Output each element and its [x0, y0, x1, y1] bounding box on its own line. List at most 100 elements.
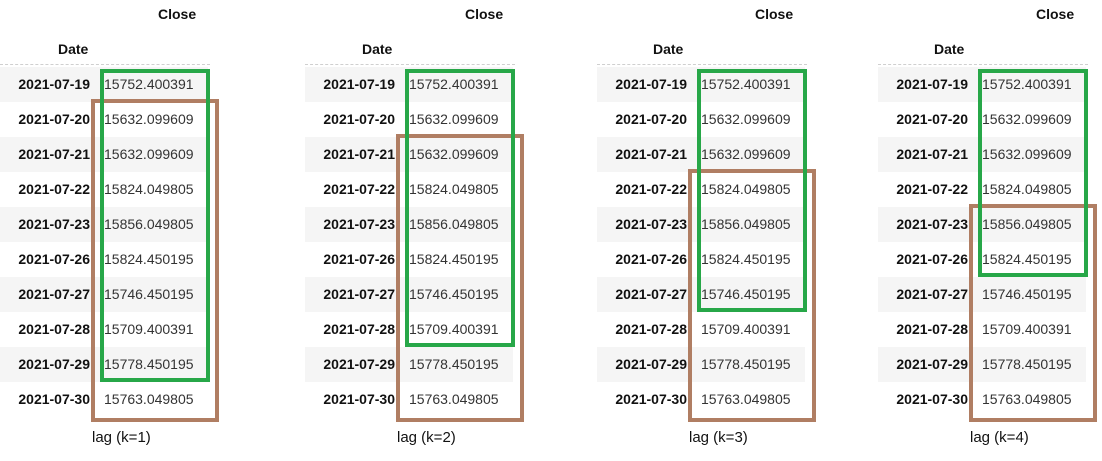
- close-value-cell: 15763.049805: [982, 391, 1072, 407]
- table-row: 2021-07-27 15746.450195: [0, 277, 210, 312]
- table-row: 2021-07-22 15824.049805: [305, 172, 515, 207]
- close-value-cell: 15632.099609: [104, 111, 194, 127]
- close-value-cell: 15746.450195: [695, 277, 805, 312]
- close-value-cell: 15632.099609: [976, 137, 1086, 172]
- lag-panel-k4: Close Date 2021-07-19 15752.400391 2021-07-2…: [878, 0, 1098, 461]
- close-value-cell: 15763.049805: [409, 391, 499, 407]
- date-cell: 2021-07-27: [305, 277, 403, 312]
- table-row: 2021-07-26 15824.450195: [597, 242, 807, 277]
- table-row: 2021-07-27 15746.450195: [597, 277, 807, 312]
- lag-caption: lag (k=3): [689, 429, 748, 446]
- table-row: 2021-07-28 15709.400391: [305, 312, 515, 347]
- close-value-cell: 15746.450195: [976, 277, 1086, 312]
- lag-caption: lag (k=1): [92, 429, 151, 446]
- table-row: 2021-07-30 15763.049805: [0, 382, 210, 417]
- lag-caption: lag (k=2): [397, 429, 456, 446]
- table-row: 2021-07-20 15632.099609: [597, 102, 807, 137]
- table-row: 2021-07-21 15632.099609: [0, 137, 210, 172]
- close-value-cell: 15824.049805: [982, 181, 1072, 197]
- date-cell: 2021-07-29: [0, 347, 98, 382]
- close-value-cell: 15632.099609: [403, 137, 513, 172]
- close-value-cell: 15824.450195: [701, 251, 791, 267]
- lagged-window-box: [969, 204, 1097, 422]
- date-cell: 2021-07-27: [878, 277, 976, 312]
- date-cell: 2021-07-20: [18, 111, 90, 127]
- close-value-cell: 15824.450195: [104, 251, 194, 267]
- date-cell: 2021-07-20: [323, 111, 395, 127]
- date-cell: 2021-07-22: [615, 181, 687, 197]
- close-value-cell: 15632.099609: [701, 111, 791, 127]
- original-window-box: [697, 69, 807, 312]
- table-row: 2021-07-29 15778.450195: [0, 347, 210, 382]
- date-cell: 2021-07-19: [305, 67, 403, 102]
- date-index-header: Date: [58, 41, 89, 57]
- date-cell: 2021-07-19: [597, 67, 695, 102]
- lag-panel-k2: Close Date 2021-07-19 15752.400391 2021-07-2…: [305, 0, 525, 461]
- date-cell: 2021-07-30: [323, 391, 395, 407]
- date-cell: 2021-07-23: [305, 207, 403, 242]
- close-value-cell: 15632.099609: [409, 111, 499, 127]
- table-row: 2021-07-22 15824.049805: [878, 172, 1088, 207]
- close-value-cell: 15632.099609: [982, 111, 1072, 127]
- table-row: 2021-07-29 15778.450195: [597, 347, 807, 382]
- table-row: 2021-07-28 15709.400391: [597, 312, 807, 347]
- date-cell: 2021-07-30: [896, 391, 968, 407]
- lagged-window-box: [91, 99, 219, 422]
- date-index-header: Date: [362, 41, 393, 57]
- date-cell: 2021-07-26: [615, 251, 687, 267]
- table-row: 2021-07-26 15824.450195: [878, 242, 1088, 277]
- close-value-cell: 15824.049805: [409, 181, 499, 197]
- table-row: 2021-07-23 15856.049805: [878, 207, 1088, 242]
- close-value-cell: 15824.450195: [982, 251, 1072, 267]
- close-value-cell: 15709.400391: [701, 321, 791, 337]
- date-cell: 2021-07-21: [305, 137, 403, 172]
- date-cell: 2021-07-19: [0, 67, 98, 102]
- table-row: 2021-07-23 15856.049805: [597, 207, 807, 242]
- table-row: 2021-07-27 15746.450195: [305, 277, 515, 312]
- table-row: 2021-07-21 15632.099609: [878, 137, 1088, 172]
- close-column-header: Close: [158, 6, 197, 22]
- date-cell: 2021-07-20: [896, 111, 968, 127]
- close-value-cell: 15632.099609: [695, 137, 805, 172]
- table-row: 2021-07-20 15632.099609: [878, 102, 1088, 137]
- table-row: 2021-07-20 15632.099609: [0, 102, 210, 137]
- date-cell: 2021-07-23: [878, 207, 976, 242]
- close-value-cell: 15824.049805: [104, 181, 194, 197]
- date-cell: 2021-07-23: [597, 207, 695, 242]
- close-value-cell: 15778.450195: [976, 347, 1086, 382]
- close-value-cell: 15856.049805: [976, 207, 1086, 242]
- table-row: 2021-07-20 15632.099609: [305, 102, 515, 137]
- date-index-header: Date: [934, 41, 965, 57]
- date-cell: 2021-07-19: [878, 67, 976, 102]
- table-row: 2021-07-23 15856.049805: [0, 207, 210, 242]
- lag-caption: lag (k=4): [970, 429, 1029, 446]
- lagged-window-box: [688, 169, 816, 422]
- date-cell: 2021-07-26: [896, 251, 968, 267]
- lag-panel-k1: Close Date 2021-07-19 15752.400391 2021-07-2…: [0, 0, 220, 461]
- date-cell: 2021-07-30: [615, 391, 687, 407]
- close-column-header: Close: [1036, 6, 1075, 22]
- table-row: 2021-07-23 15856.049805: [305, 207, 515, 242]
- date-cell: 2021-07-22: [896, 181, 968, 197]
- header-divider: [597, 64, 807, 65]
- date-cell: 2021-07-22: [18, 181, 90, 197]
- close-value-cell: 15709.400391: [409, 321, 499, 337]
- date-cell: 2021-07-29: [597, 347, 695, 382]
- table-row: 2021-07-30 15763.049805: [305, 382, 515, 417]
- header-divider: [0, 64, 210, 65]
- date-cell: 2021-07-29: [305, 347, 403, 382]
- original-window-box: [978, 69, 1088, 277]
- close-value-cell: 15746.450195: [98, 277, 208, 312]
- date-cell: 2021-07-21: [878, 137, 976, 172]
- date-cell: 2021-07-21: [0, 137, 98, 172]
- date-cell: 2021-07-28: [615, 321, 687, 337]
- close-value-cell: 15824.450195: [409, 251, 499, 267]
- date-cell: 2021-07-30: [18, 391, 90, 407]
- date-cell: 2021-07-20: [615, 111, 687, 127]
- table-row: 2021-07-30 15763.049805: [878, 382, 1088, 417]
- table-row: 2021-07-22 15824.049805: [0, 172, 210, 207]
- date-index-header: Date: [653, 41, 684, 57]
- date-cell: 2021-07-27: [0, 277, 98, 312]
- date-cell: 2021-07-27: [597, 277, 695, 312]
- close-value-cell: 15856.049805: [695, 207, 805, 242]
